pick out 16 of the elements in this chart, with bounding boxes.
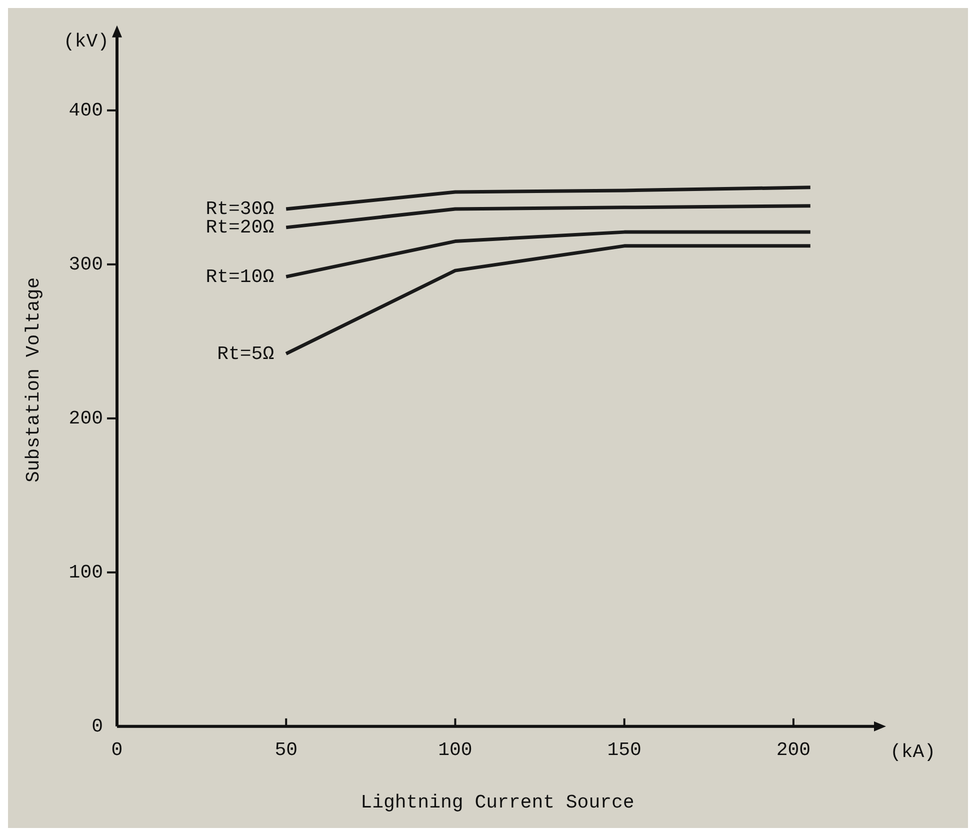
x-tick-label: 50 — [274, 738, 298, 761]
y-axis-title: Substation Voltage — [22, 277, 44, 483]
y-tick-label: 0 — [92, 715, 104, 738]
y-tick-label: 400 — [68, 99, 104, 122]
x-tick-label: 100 — [438, 738, 472, 761]
y-tick-label: 200 — [68, 407, 104, 430]
series-label: Rt=5Ω — [217, 342, 274, 365]
text: (kA) — [890, 740, 936, 763]
x-tick-label: 200 — [776, 738, 811, 761]
x-axis-title: Lightning Current Source — [360, 792, 634, 814]
y-tick-label: 300 — [68, 253, 104, 276]
x-tick-label: 0 — [111, 738, 123, 761]
series-label: Rt=10Ω — [206, 266, 274, 288]
y-tick-label: 100 — [68, 561, 104, 584]
text: (kV) — [63, 30, 110, 52]
x-tick-label: 150 — [607, 738, 642, 761]
